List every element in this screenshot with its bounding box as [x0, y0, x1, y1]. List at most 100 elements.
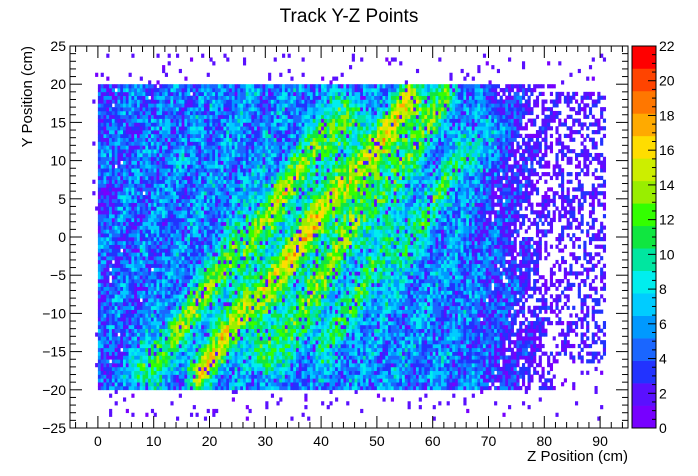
heatmap-cell: [125, 305, 129, 310]
heatmap-cell: [215, 385, 219, 391]
heatmap-cell: [212, 340, 216, 345]
heatmap-cell: [234, 118, 238, 123]
heatmap-cell: [231, 91, 235, 97]
heatmap-cell: [189, 145, 194, 150]
heatmap-cell: [251, 84, 255, 89]
heatmap-cell: [217, 95, 222, 100]
heatmap-cell: [178, 321, 182, 326]
heatmap-cell: [153, 122, 157, 127]
heatmap-cell: [106, 313, 110, 318]
heatmap-cell: [192, 321, 196, 326]
heatmap-cell: [120, 298, 124, 303]
heatmap-cell: [170, 126, 174, 131]
heatmap-cell: [262, 374, 266, 379]
heatmap-cell: [192, 194, 196, 200]
heatmap-cell: [170, 317, 174, 322]
heatmap-cell: [131, 271, 135, 276]
heatmap-cell: [162, 152, 166, 158]
heatmap-cell: [212, 103, 216, 108]
heatmap-cell: [173, 210, 177, 215]
heatmap-cell: [97, 263, 102, 268]
heatmap-cell: [111, 332, 115, 337]
heatmap-cell: [259, 198, 263, 203]
heatmap-cell: [162, 240, 166, 245]
heatmap-cell: [106, 91, 110, 97]
heatmap-cell: [248, 110, 252, 116]
heatmap-cell: [100, 194, 104, 200]
heatmap-cell: [123, 141, 127, 146]
heatmap-cell: [234, 267, 238, 272]
heatmap-cell: [128, 267, 132, 272]
heatmap-cell: [192, 160, 196, 165]
heatmap-cell: [206, 152, 210, 158]
heatmap-cell: [120, 99, 124, 104]
heatmap-cell: [103, 271, 107, 276]
heatmap-cell: [134, 202, 138, 207]
heatmap-cell: [215, 248, 219, 253]
heatmap-cell: [150, 152, 155, 158]
heatmap-cell: [189, 202, 194, 207]
heatmap-cell: [159, 324, 163, 330]
heatmap-cell: [117, 149, 121, 154]
heatmap-cell: [215, 309, 219, 314]
heatmap-cell: [234, 84, 238, 89]
heatmap-cell: [117, 366, 121, 372]
heatmap-cell: [164, 294, 168, 299]
heatmap-cell: [150, 187, 155, 192]
heatmap-cell: [187, 141, 191, 146]
heatmap-cell: [237, 355, 241, 360]
heatmap-cell: [184, 114, 188, 119]
heatmap-cell: [192, 290, 196, 295]
heatmap-cell: [212, 256, 216, 261]
heatmap-cell: [123, 126, 127, 131]
heatmap-cell: [203, 244, 208, 249]
heatmap-cell: [114, 378, 118, 383]
heatmap-cell: [162, 126, 166, 131]
heatmap-cell: [106, 214, 110, 219]
heatmap-cell: [195, 298, 199, 303]
heatmap-cell: [134, 290, 138, 295]
heatmap-cell: [109, 328, 113, 333]
heatmap-cell: [231, 366, 235, 372]
heatmap-cell: [123, 194, 127, 200]
heatmap-cell: [189, 252, 194, 257]
heatmap-cell: [189, 133, 194, 139]
heatmap-cell: [178, 194, 182, 200]
heatmap-cell: [209, 84, 213, 89]
heatmap-cell: [206, 229, 210, 234]
heatmap-cell: [111, 88, 115, 93]
heatmap-cell: [223, 172, 227, 177]
heatmap-cell: [223, 363, 227, 368]
heatmap-cell: [111, 385, 115, 391]
heatmap-cell: [187, 282, 191, 288]
heatmap-cell: [256, 290, 261, 295]
heatmap-cell: [206, 103, 210, 108]
heatmap-cell: [125, 133, 129, 139]
heatmap-cell: [195, 252, 199, 257]
heatmap-cell: [173, 175, 177, 181]
heatmap-cell: [159, 183, 163, 188]
heatmap-cell: [120, 164, 124, 169]
heatmap-cell: [109, 168, 113, 173]
heatmap-cell: [206, 324, 210, 330]
heatmap-cell: [223, 84, 227, 89]
heatmap-cell: [181, 84, 185, 89]
heatmap-cell: [187, 340, 191, 345]
heatmap-cell: [262, 363, 266, 368]
heatmap-cell: [142, 183, 146, 188]
heatmap-cell: [220, 175, 224, 181]
heatmap-cell: [176, 168, 180, 173]
heatmap-cell: [203, 366, 208, 372]
heatmap-cell: [170, 183, 174, 188]
heatmap-cell: [234, 332, 238, 337]
heatmap-cell: [123, 378, 127, 383]
heatmap-cell: [170, 133, 174, 139]
heatmap-cell: [167, 351, 171, 356]
heatmap-cell: [206, 355, 210, 360]
heatmap-cell: [167, 385, 171, 391]
heatmap-cell: [136, 301, 141, 307]
heatmap-cell: [256, 206, 261, 211]
heatmap-cell: [187, 263, 191, 268]
heatmap-cell: [254, 351, 258, 356]
heatmap-cell: [229, 156, 233, 161]
